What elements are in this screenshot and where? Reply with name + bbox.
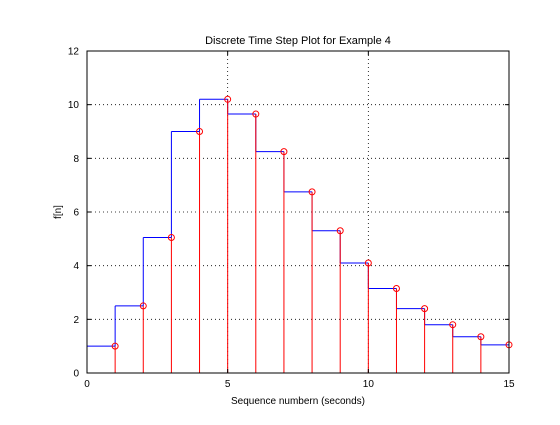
stem-marker [252,110,260,118]
x-tick-label: 15 [503,379,515,390]
stem-marker [477,333,485,341]
chart-title: Discrete Time Step Plot for Example 4 [205,35,391,47]
stem-marker [111,342,119,350]
y-tick-label: 6 [73,208,79,219]
plot-area [87,51,509,373]
stem-series [111,95,513,373]
stem-marker [392,284,400,292]
x-tick-label: 0 [84,379,90,390]
x-axis-label: Sequence numbern (seconds) [231,396,365,407]
y-tick-label: 2 [73,315,79,326]
y-tick-label: 4 [73,261,79,272]
stem-marker [449,321,457,329]
stem-marker [224,95,232,103]
stem-marker [139,302,147,310]
y-tick-label: 10 [68,100,80,111]
x-tick-label: 10 [363,379,375,390]
y-tick-label: 0 [73,369,79,380]
stem-marker [280,148,288,156]
axis-ticks: 0 5 10 15 0 2 4 6 8 10 12 [68,47,515,391]
stem-marker [196,128,204,135]
y-tick-label: 12 [68,47,80,58]
x-tick-label: 5 [225,379,231,390]
stem-marker [336,227,344,235]
stem-marker [167,233,175,241]
y-axis-label: f[n] [53,205,64,219]
stem-marker [364,259,372,267]
y-tick-label: 8 [73,154,79,165]
stem-marker [308,188,316,196]
stem-marker [421,305,429,313]
